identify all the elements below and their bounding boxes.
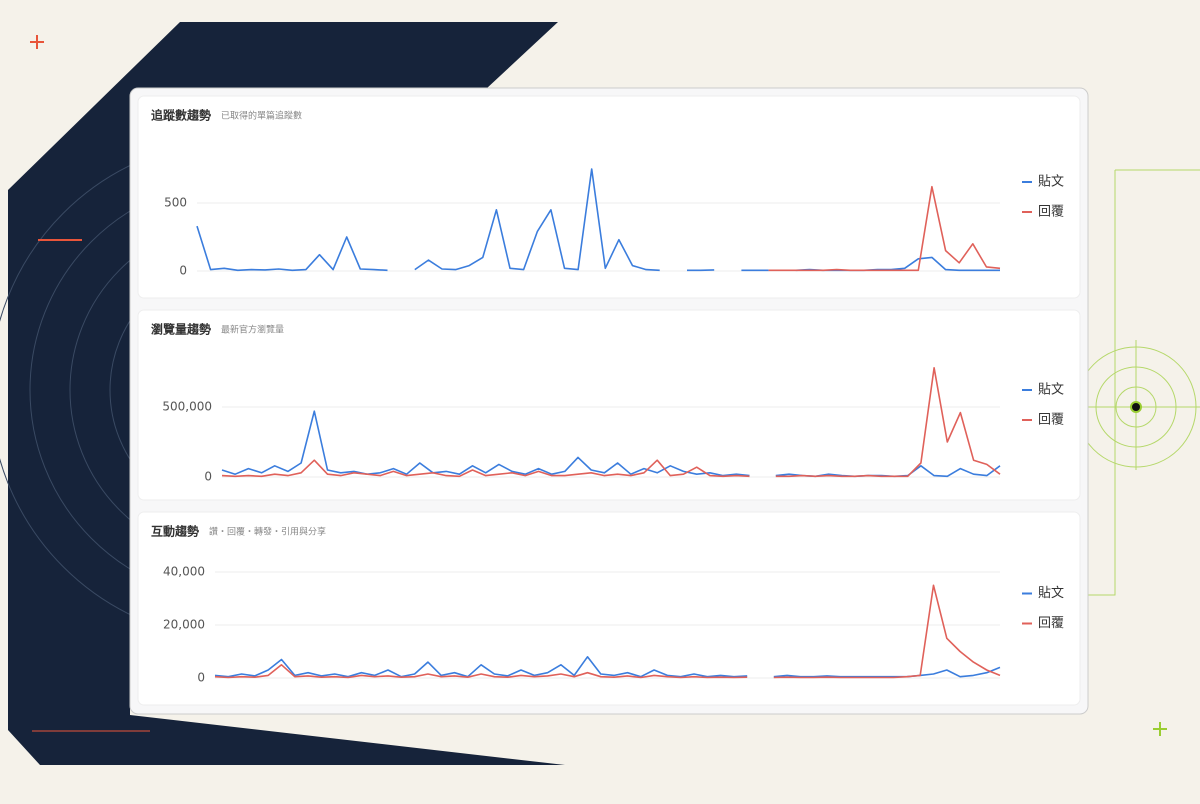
chart-card: [137, 309, 1081, 501]
legend-label: 貼文: [1038, 383, 1064, 398]
chart-card: [137, 95, 1081, 299]
legend-label: 貼文: [1038, 175, 1064, 190]
y-tick-label: 40,000: [163, 565, 205, 579]
chart-title: 互動趨勢: [151, 524, 199, 539]
legend-label: 回覆: [1038, 616, 1064, 631]
legend-label: 回覆: [1038, 205, 1064, 220]
chart-subtitle: 最新官方瀏覽量: [221, 324, 284, 336]
y-tick-label: 0: [204, 470, 212, 484]
chart-subtitle: 已取得的單篇追蹤數: [221, 110, 302, 122]
y-tick-label: 0: [179, 264, 187, 278]
y-tick-label: 500,000: [162, 400, 212, 414]
series-line: [214, 584, 1001, 679]
y-tick-label: 20,000: [163, 618, 205, 632]
series-line: [221, 367, 1001, 478]
legend-label: 貼文: [1038, 586, 1064, 601]
series-line: [196, 168, 1000, 272]
y-tick-label: 0: [197, 671, 205, 685]
legend-label: 回覆: [1038, 413, 1064, 428]
y-tick-label: 500: [164, 196, 187, 210]
chart-subtitle: 讚・回覆・轉發・引用與分享: [209, 526, 326, 538]
chart-card: [137, 511, 1081, 706]
chart-title: 追蹤數趨勢: [151, 108, 211, 123]
series-line: [768, 185, 1001, 272]
chart-title: 瀏覽量趨勢: [151, 322, 211, 337]
